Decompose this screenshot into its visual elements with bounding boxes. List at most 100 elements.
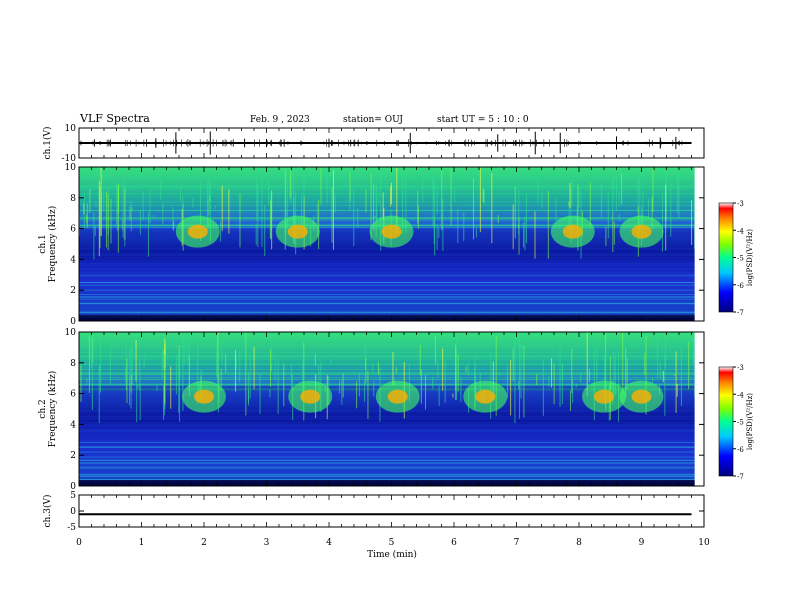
ch1-spectrogram-sferic [665,171,667,222]
ch1-spectrogram-sferic [103,190,105,211]
ch2-spectrogram-sferic [91,333,93,368]
ch1-spectrogram-sferic [316,204,318,237]
ch2-spectrogram-sferic [221,342,223,364]
ch2-spectrogram-colorbar-tick-label: -6 [737,446,744,454]
ch2-spectrogram-sferic [425,375,427,410]
ch1-waveform-panel: 10 -10 ch.1(V) [42,124,705,164]
ch2-spectrogram-sferic [572,378,574,403]
ch1-spectrogram-sferic [142,191,144,220]
ch1-spectrogram-sferic [173,220,175,231]
ch2-spectrogram-sferic [438,385,440,406]
ch2-spectrogram-colorbar-bar [718,366,734,477]
ch2-spectrogram-band [79,466,704,468]
ch1-spectrogram-sferic [605,226,607,247]
ch1-waveform-ytick-label: -10 [62,154,77,164]
ch1-spectrogram-sferic [264,204,266,257]
ch1-spectrogram-sferic [396,167,398,233]
ch1-spectrogram-colorbar-label: log(PSD)(V²/Hz) [746,229,754,286]
ch2-spectrogram-sferic [170,366,172,409]
ch1-spectrogram-sferic [463,212,465,242]
ch2-spectrogram-sferic [136,371,138,423]
ch2-spectrogram-sferic [680,348,682,407]
ch2-spectrogram-sferic [259,374,261,414]
ch2-spectrogram-sferic [622,332,624,394]
ch2-spectrogram-band [79,377,704,379]
ch2-spectrogram-sferic [420,369,422,404]
ch1-spectrogram-sferic [110,199,112,244]
ch1-spectrogram-sferic [677,168,679,214]
ch2-spectrogram-band [79,359,704,361]
ch1-spectrogram-ylabel: Frequency (kHz) [47,206,58,283]
ch1-spectrogram-sferic [642,190,644,230]
ch1-spectrogram-sferic [357,207,359,228]
ch2-spectrogram-sferic [499,371,501,376]
ch2-spectrogram-sferic [225,354,227,373]
ch2-spectrogram-band [79,460,704,462]
ch1-spectrogram-band [79,312,704,314]
ch2-spectrogram-sferic [676,383,678,397]
ch2-spectrogram-band [79,378,704,380]
ch2-spectrogram-band [79,369,704,371]
ch1-spectrogram-sferic [472,178,474,240]
ch1-spectrogram-sferic [268,179,270,205]
ch1-spectrogram-sferic [179,187,181,201]
ch2-spectrogram-sferic [605,355,607,406]
ch1-spectrogram-sferic [639,172,641,232]
ch1-spectrogram-sferic [320,168,322,205]
ch1-spectrogram-sferic [615,175,617,211]
ch1-spectrogram-sferic [116,182,118,225]
ch2-spectrogram-sferic [377,361,379,375]
ch1-spectrogram-sferic [534,211,536,259]
ch1-spectrogram-sferic [94,226,96,236]
ch2-spectrogram-sferic [457,354,459,392]
ch2-spectrogram-sferic [625,347,627,397]
ch2-spectrogram-sferic [372,363,374,374]
ch2-spectrogram-sferic [183,340,185,365]
ch2-spectrogram-sferic [137,385,139,389]
ch1-spectrogram-sferic [209,195,211,202]
ch1-spectrogram-sferic [365,189,367,213]
ch2-spectrogram-sferic [235,350,237,392]
ch2-spectrogram-sferic [139,357,141,391]
ch2-spectrogram-sferic [197,338,199,404]
ch2-spectrogram-sferic [645,336,647,415]
ch1-spectrogram-sferic [207,199,209,229]
ch2-spectrogram-ylabel: Frequency (kHz) [47,371,58,448]
ch2-spectrogram-sferic [613,351,615,396]
ch2-spectrogram-blank [694,332,704,486]
ch2-spectrogram-sferic [364,379,366,402]
ch1-waveform-ytick-label: 10 [65,124,77,134]
ch2-spectrogram-sferic [432,376,434,389]
ch2-spectrogram-band [79,356,704,358]
ch2-spectrogram-band [79,441,704,443]
ch1-spectrogram-sferic [162,202,164,225]
ch2-spectrogram-sferic [271,338,273,372]
ch2-spectrogram-sferic [135,339,137,382]
ch2-spectrogram-sferic [575,383,577,388]
ch1-spectrogram-sferic [284,169,286,250]
ch1-spectrogram-sferic [286,178,288,228]
ch1-spectrogram-sferic [139,210,141,235]
ch1-spectrogram-sferic [107,194,109,251]
station-label: station= OUJ [343,115,403,125]
ch1-spectrogram-sferic [318,199,320,250]
ch2-spectrogram-panel: 0 2 4 6 8 10 ch.2 Frequency (kHz) [38,328,705,492]
ch1-spectrogram-ytick-label: 8 [70,194,76,204]
ch1-spectrogram-sferic [116,185,118,231]
ch1-spectrogram-colorbar-tick-label: -5 [737,255,744,263]
ch1-spectrogram-sferic [665,184,667,251]
ch2-spectrogram-sferic [559,347,561,407]
ch2-spectrogram-sferic [248,389,250,406]
ch1-spectrogram-sferic [541,192,543,209]
ch2-spectrogram-sferic [269,389,271,398]
ch3-waveform-ytick-label: 0 [70,507,76,517]
ch2-spectrogram-sferic [571,348,573,394]
ch1-spectrogram-sferic [578,187,580,208]
x-tick-label: 4 [326,538,332,548]
x-tick-label: 3 [264,538,270,548]
ch1-spectrogram-sferic [483,188,485,205]
ch1-spectrogram-band [79,273,704,275]
ch1-spectrogram-sferic [124,184,126,247]
ch2-spectrogram-sferic [269,349,271,387]
